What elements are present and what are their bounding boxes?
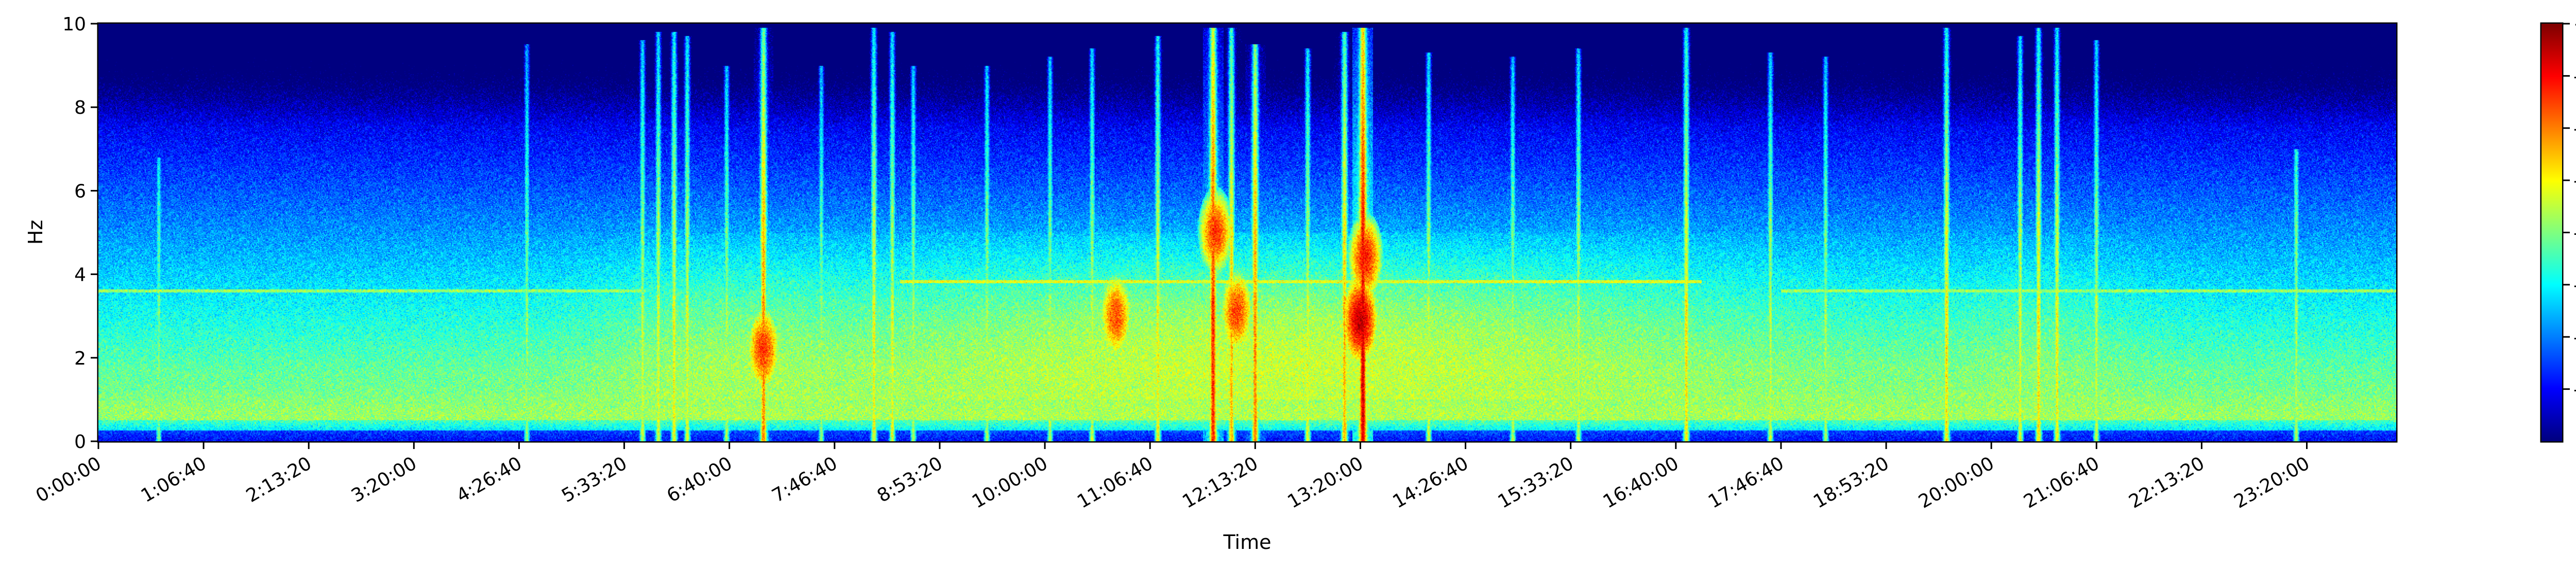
x-tick-label: 18:53:20 [1810,453,1893,512]
x-tick-label: 5:33:20 [558,453,631,507]
colorbar-gradient [2541,24,2562,441]
x-tick-label: 23:20:00 [2230,453,2313,512]
colorbar-tick-label: -20 dB [2573,118,2576,140]
x-tick-label: 12:13:20 [1179,453,1262,512]
x-tick-label: 11:06:40 [1074,453,1157,512]
x-tick-label: 2:13:20 [243,453,315,507]
colorbar-tick-label: +0 dB [2573,14,2576,35]
colorbar-tick-label: -70 dB [2573,380,2576,401]
x-tick-label: 15:33:20 [1495,453,1578,512]
x-axis-ticks: 0:00:00 1:06:40 2:13:20 3:20:00 4:26:40 5:33:… [32,442,2313,513]
y-tick-label: 2 [74,348,86,369]
y-tick-label: 8 [74,97,86,118]
colorbar-tick-label: -60 dB [2573,327,2576,348]
x-tick-label: 10:00:00 [969,453,1052,512]
x-tick-label: 13:20:00 [1284,453,1367,512]
x-tick-label: 1:06:40 [138,453,210,507]
spectrogram-image [98,24,2396,441]
x-tick-label: 20:00:00 [1915,453,1998,512]
x-tick-label: 16:40:00 [1600,453,1683,512]
plot-frame [97,22,2398,443]
x-tick-label: 4:26:40 [453,453,526,507]
y-axis-ticks: 0 2 4 6 8 10 [62,14,98,453]
x-tick-label: 8:53:20 [874,453,946,507]
colorbar-tick-label: -30 dB [2573,170,2576,192]
colorbar-tick-label: -40 dB [2573,223,2576,244]
x-tick-label: 22:13:20 [2125,453,2208,512]
x-tick-label: 6:40:00 [664,453,736,507]
x-tick-label: 7:46:40 [769,453,841,507]
x-tick-label: 17:46:40 [1705,453,1788,512]
y-tick-label: 10 [62,14,86,35]
colorbar-tick-label: -10 dB [2573,66,2576,87]
colorbar-ticks: +0 dB -10 dB -20 dB -30 dB -40 dB -50 dB -60 d… [2563,14,2576,401]
y-tick-label: 6 [74,181,86,202]
y-tick-label: 0 [74,432,86,453]
x-axis-label: Time [1223,531,1272,554]
y-axis-label: Hz [24,220,47,245]
colorbar-tick-label: -50 dB [2573,275,2576,296]
y-tick-label: 4 [74,265,86,286]
x-tick-label: 14:26:40 [1389,453,1472,512]
x-tick-label: 21:06:40 [2020,453,2103,512]
x-tick-label: 0:00:00 [32,453,105,507]
x-tick-label: 3:20:00 [348,453,420,507]
